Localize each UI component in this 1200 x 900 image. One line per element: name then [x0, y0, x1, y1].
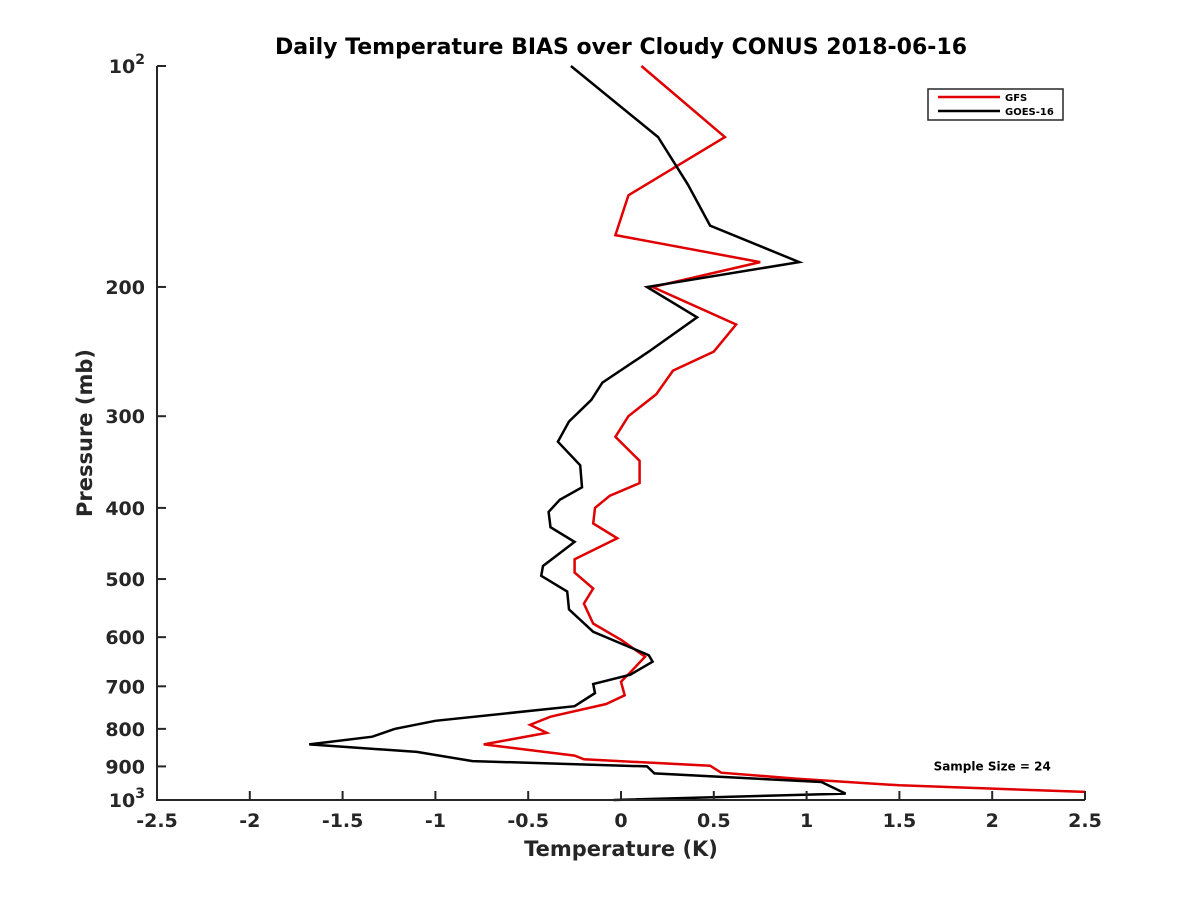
y-tick-label-exponent: 3 — [135, 786, 145, 802]
y-tick-label: 103 — [109, 786, 145, 812]
x-tick-label: 2.5 — [1068, 810, 1102, 832]
x-tick-label: 1.5 — [883, 810, 917, 832]
y-tick-label: 600 — [105, 627, 145, 649]
y-tick-label: 102 — [109, 52, 145, 78]
chart-title: Daily Temperature BIAS over Cloudy CONUS… — [275, 35, 967, 60]
y-tick-label-base: 10 — [109, 790, 135, 812]
y-tick-label: 400 — [105, 498, 145, 520]
plot-lines — [309, 65, 1086, 802]
x-tick-label: 0.5 — [697, 810, 731, 832]
x-tick-label: 1 — [800, 810, 813, 832]
y-tick-label-base: 10 — [109, 56, 135, 78]
x-tick-label: -2.5 — [136, 810, 178, 832]
y-tick-label: 800 — [105, 719, 145, 741]
y-tick-label: 500 — [105, 569, 145, 591]
y-axis-title: Pressure (mb) — [73, 349, 97, 517]
sample-size-annotation: Sample Size = 24 — [934, 759, 1051, 773]
x-tick-label: -1.5 — [322, 810, 364, 832]
y-tick-label-exponent: 2 — [135, 52, 145, 68]
y-tick-label: 900 — [105, 756, 145, 778]
x-axis-title: Temperature (K) — [524, 837, 718, 861]
series-line-gfs — [483, 65, 1086, 794]
legend-label-gfs: GFS — [1005, 93, 1027, 104]
x-tick-label: -2 — [239, 810, 260, 832]
y-tick-label: 300 — [105, 406, 145, 428]
x-tick-label: 2 — [986, 810, 999, 832]
legend: GFS GOES-16 — [927, 88, 1064, 121]
x-ticks: -2.5 -2 -1.5 -1 -0.5 0 0.5 1 1.5 2 2.5 — [136, 791, 1102, 832]
legend-label-goes16: GOES-16 — [1005, 107, 1054, 118]
y-tick-label: 200 — [105, 277, 145, 299]
legend-box — [927, 88, 1064, 121]
series-line-goes16 — [309, 65, 847, 802]
x-tick-label: -1 — [425, 810, 446, 832]
x-tick-label: -0.5 — [507, 810, 549, 832]
y-tick-label: 700 — [105, 676, 145, 698]
x-tick-label: 0 — [614, 810, 627, 832]
